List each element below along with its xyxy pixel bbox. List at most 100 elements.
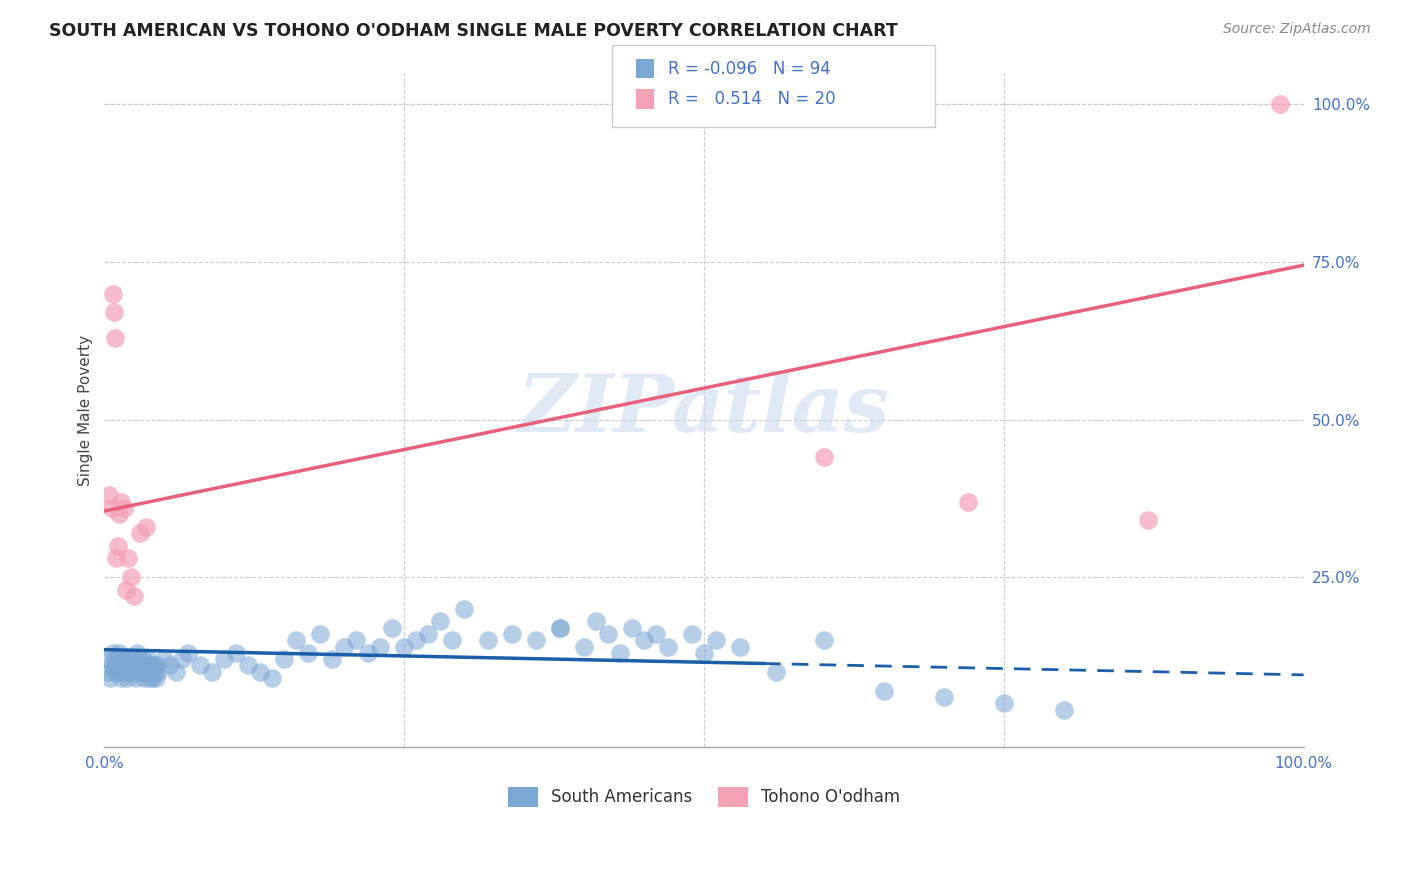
Point [657,640,679,654]
Point [1268,97,1291,112]
Point [117,551,139,566]
Point [112,500,135,515]
Point [103,665,125,679]
Point [813,633,835,648]
Point [548,621,571,635]
Point [124,671,146,685]
Point [1053,702,1076,716]
Point [392,640,415,654]
Point [681,627,703,641]
Point [122,652,145,666]
Text: ZIPatlas: ZIPatlas [517,371,890,449]
Point [368,640,391,654]
Point [956,494,979,508]
Point [418,627,440,641]
Point [105,551,128,566]
Point [101,286,124,301]
Point [125,646,148,660]
Point [141,665,163,679]
Point [105,658,128,673]
Point [548,621,571,635]
Point [110,671,132,685]
Point [993,696,1015,710]
Text: SOUTH AMERICAN VS TOHONO O'ODHAM SINGLE MALE POVERTY CORRELATION CHART: SOUTH AMERICAN VS TOHONO O'ODHAM SINGLE … [49,22,898,40]
Point [110,494,132,508]
Point [1136,513,1159,527]
Point [704,633,727,648]
Point [107,665,129,679]
Point [132,671,155,685]
Point [201,665,224,679]
Point [765,665,787,679]
Point [128,652,150,666]
Text: R = -0.096   N = 94: R = -0.096 N = 94 [668,60,831,78]
Point [120,658,142,673]
Point [381,621,404,635]
Point [693,646,716,660]
Point [645,627,668,641]
Point [297,646,319,660]
Point [104,652,127,666]
Point [127,665,149,679]
Point [142,658,165,673]
Legend: South Americans, Tohono O'odham: South Americans, Tohono O'odham [502,780,907,814]
Point [321,652,343,666]
Point [114,652,136,666]
Point [118,652,141,666]
Point [124,658,146,673]
Point [285,633,308,648]
Point [214,652,236,666]
Point [97,665,120,679]
Point [585,615,607,629]
Point [262,671,284,685]
Point [172,652,194,666]
Point [107,646,129,660]
Point [159,658,181,673]
Point [249,665,271,679]
Point [225,646,247,660]
Point [477,633,499,648]
Point [107,539,129,553]
Point [146,658,169,673]
Point [104,331,127,345]
Point [145,671,167,685]
Point [333,640,356,654]
Point [100,500,122,515]
Point [524,633,547,648]
Point [344,633,367,648]
Point [405,633,427,648]
Point [111,658,134,673]
Point [501,627,523,641]
Point [100,671,122,685]
Point [129,658,152,673]
Point [621,621,644,635]
Point [273,652,295,666]
Point [177,646,200,660]
Point [165,665,187,679]
Point [188,658,211,673]
Point [112,665,135,679]
Point [148,665,170,679]
Point [129,526,152,541]
Point [103,305,125,319]
Point [357,646,380,660]
Point [873,683,896,698]
Point [572,640,595,654]
Point [138,671,160,685]
Point [115,658,138,673]
Point [143,665,166,679]
Text: R =   0.514   N = 20: R = 0.514 N = 20 [668,90,835,108]
Point [108,652,131,666]
Point [238,658,260,673]
Point [117,665,139,679]
Point [124,589,146,603]
Point [441,633,464,648]
Point [309,627,332,641]
Point [115,582,138,597]
Point [121,665,143,679]
Point [139,658,162,673]
Point [596,627,619,641]
Point [453,601,475,615]
Point [98,652,121,666]
Point [141,671,163,685]
